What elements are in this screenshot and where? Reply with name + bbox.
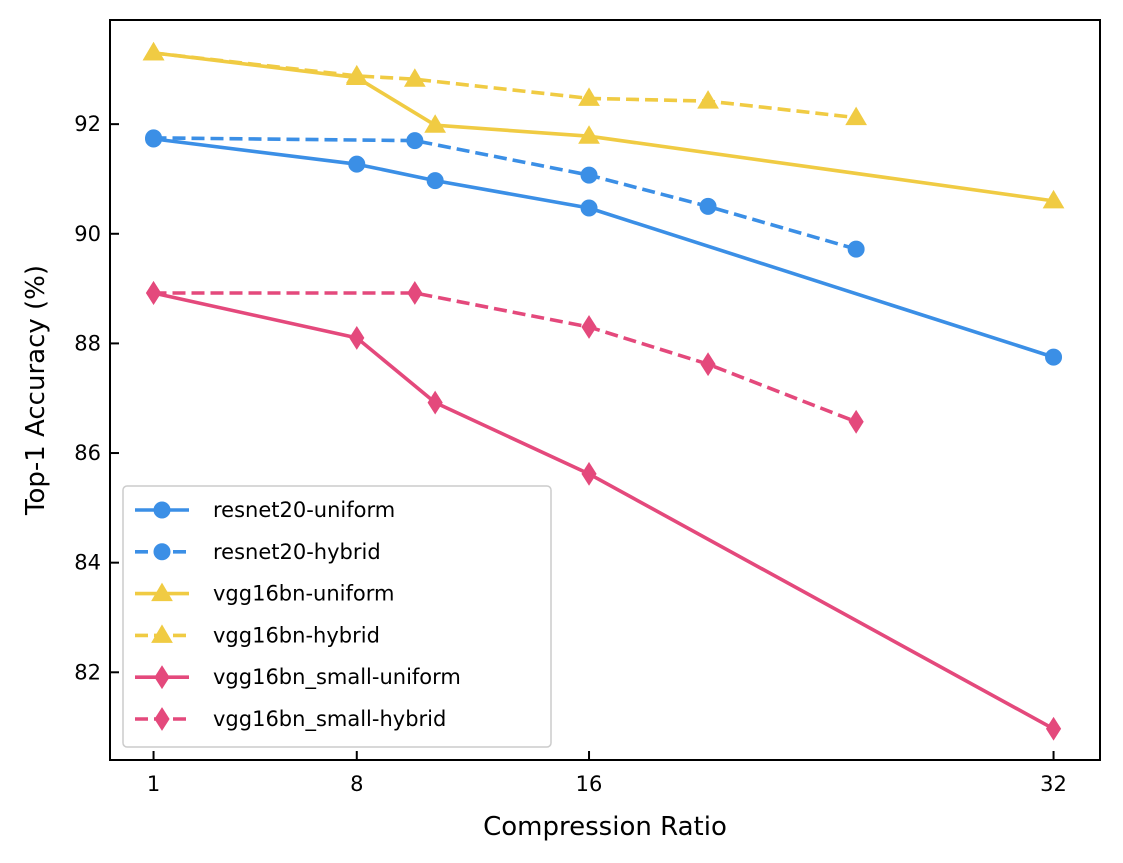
data-point-vgg16bn-hybrid-2 [403,68,426,87]
data-point-vgg16bn_small-hybrid-2 [581,315,597,339]
data-point-vgg16bn_small-hybrid-1 [407,281,423,305]
data-point-vgg16bn-hybrid-4 [697,90,719,109]
y-tick-label: 86 [74,441,101,465]
legend-marker [154,665,170,690]
x-axis-title: Compression Ratio [483,812,727,842]
data-point-vgg16bn-hybrid-5 [845,106,868,126]
legend-entry-vgg16bn-uniform: vgg16bn-uniform [135,582,394,606]
data-point-vgg16bn-uniform-3 [578,125,600,144]
legend-entry-resnet20-uniform: resnet20-uniform [135,498,395,522]
data-point-resnet20-uniform-2 [426,172,444,190]
data-point-resnet20-hybrid-2 [580,166,598,184]
data-point-vgg16bn_small-hybrid-3 [700,352,716,377]
legend-label: resnet20-hybrid [213,540,381,564]
legend-entry-vgg16bn_small-uniform: vgg16bn_small-uniform [135,665,461,690]
x-tick-label: 32 [1040,772,1067,796]
x-tick-label: 16 [576,772,603,796]
data-point-resnet20-hybrid-3 [699,197,717,215]
legend: resnet20-uniform resnet20-hybrid vgg16bn-u… [122,485,552,748]
legend-label: vgg16bn-hybrid [213,623,380,647]
data-point-resnet20-uniform-3 [580,199,598,217]
data-point-vgg16bn-hybrid-3 [578,87,600,106]
y-axis-title: Top-1 Accuracy (%) [21,265,51,516]
data-point-vgg16bn_small-uniform-3 [581,461,597,486]
legend-marker [153,501,171,519]
data-point-vgg16bn-uniform-4 [1042,189,1065,209]
data-point-resnet20-hybrid-0 [145,129,163,147]
data-point-resnet20-uniform-1 [348,155,366,173]
legend-marker [154,707,170,731]
data-point-resnet20-uniform-4 [1045,348,1063,366]
y-tick-label: 88 [74,331,101,355]
y-tick-label: 84 [74,551,101,575]
legend-label: resnet20-uniform [213,498,395,522]
data-point-resnet20-hybrid-1 [406,132,424,150]
legend-label: vgg16bn_small-hybrid [213,707,446,732]
legend-label: vgg16bn-uniform [213,582,394,606]
x-tick-label: 1 [147,772,160,796]
legend-box [122,485,552,748]
y-tick-label: 92 [74,112,101,136]
data-point-vgg16bn-hybrid-0 [142,41,165,61]
plot-frame [109,19,1101,761]
data-point-vgg16bn_small-uniform-2 [427,390,443,415]
data-point-vgg16bn_small-uniform-1 [349,325,365,350]
legend-entries: resnet20-uniform resnet20-hybrid vgg16bn-u… [135,498,461,732]
legend-entry-vgg16bn-hybrid: vgg16bn-hybrid [135,623,380,647]
data-point-vgg16bn-hybrid-1 [345,64,368,84]
legend-label: vgg16bn_small-uniform [213,665,461,690]
legend-marker [151,582,173,602]
data-point-resnet20-hybrid-4 [847,240,865,258]
x-axis-ticks: 1 8 16 32 [147,751,1067,796]
data-point-vgg16bn-uniform-2 [424,114,447,133]
series-line-vgg16bn-hybrid [153,51,857,120]
legend-marker [153,543,171,561]
series-markers [142,41,1065,741]
y-tick-label: 82 [74,660,101,684]
data-point-vgg16bn_small-hybrid-4 [848,409,864,434]
legend-marker [151,624,173,643]
y-tick-label: 90 [74,222,101,246]
legend-entry-vgg16bn_small-hybrid: vgg16bn_small-hybrid [135,707,446,732]
data-point-vgg16bn_small-hybrid-0 [145,281,162,305]
y-axis-ticks: 82 84 86 88 90 92 [74,112,119,684]
data-point-vgg16bn_small-uniform-4 [1045,716,1062,741]
x-tick-label: 8 [350,772,363,796]
legend-entry-resnet20-hybrid: resnet20-hybrid [135,540,381,564]
